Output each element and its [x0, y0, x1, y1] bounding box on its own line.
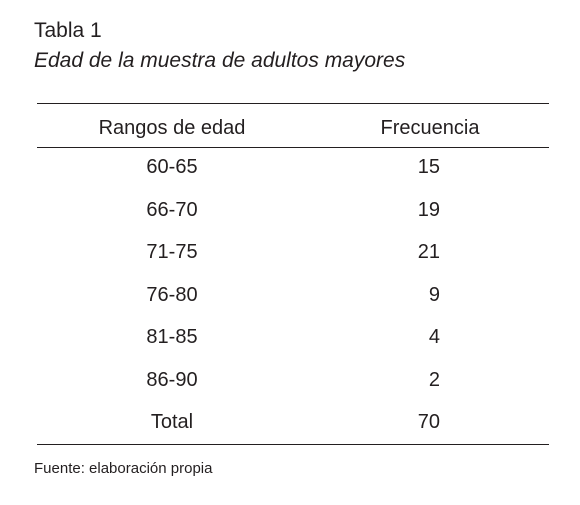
source-note: Fuente: elaboración propia: [34, 460, 213, 477]
age-range: 60-65: [146, 156, 198, 178]
frequency: 21: [417, 241, 440, 263]
frequency: 70: [417, 411, 440, 433]
age-range: 71-75: [146, 241, 198, 263]
frequency: 4: [428, 326, 440, 348]
age-range: 76-80: [146, 283, 198, 306]
frequency: 19: [417, 198, 440, 221]
column-header: Frecuencia: [380, 117, 480, 139]
header-rule: [37, 147, 549, 148]
frequency: 2: [428, 368, 440, 391]
age-range: 86-90: [146, 368, 198, 391]
column-header: Rangos de edad: [98, 117, 246, 139]
top-rule: [37, 103, 549, 104]
age-range: Total: [150, 411, 194, 433]
frequency: 9: [428, 283, 440, 306]
bottom-rule: [37, 444, 549, 445]
age-range: 81-85: [146, 326, 198, 348]
age-range: 66-70: [146, 198, 198, 221]
frequency: 15: [417, 156, 440, 178]
table-title: Tabla 1: [34, 19, 102, 42]
table-subtitle: Edad de la muestra de adultos mayores: [34, 49, 406, 72]
